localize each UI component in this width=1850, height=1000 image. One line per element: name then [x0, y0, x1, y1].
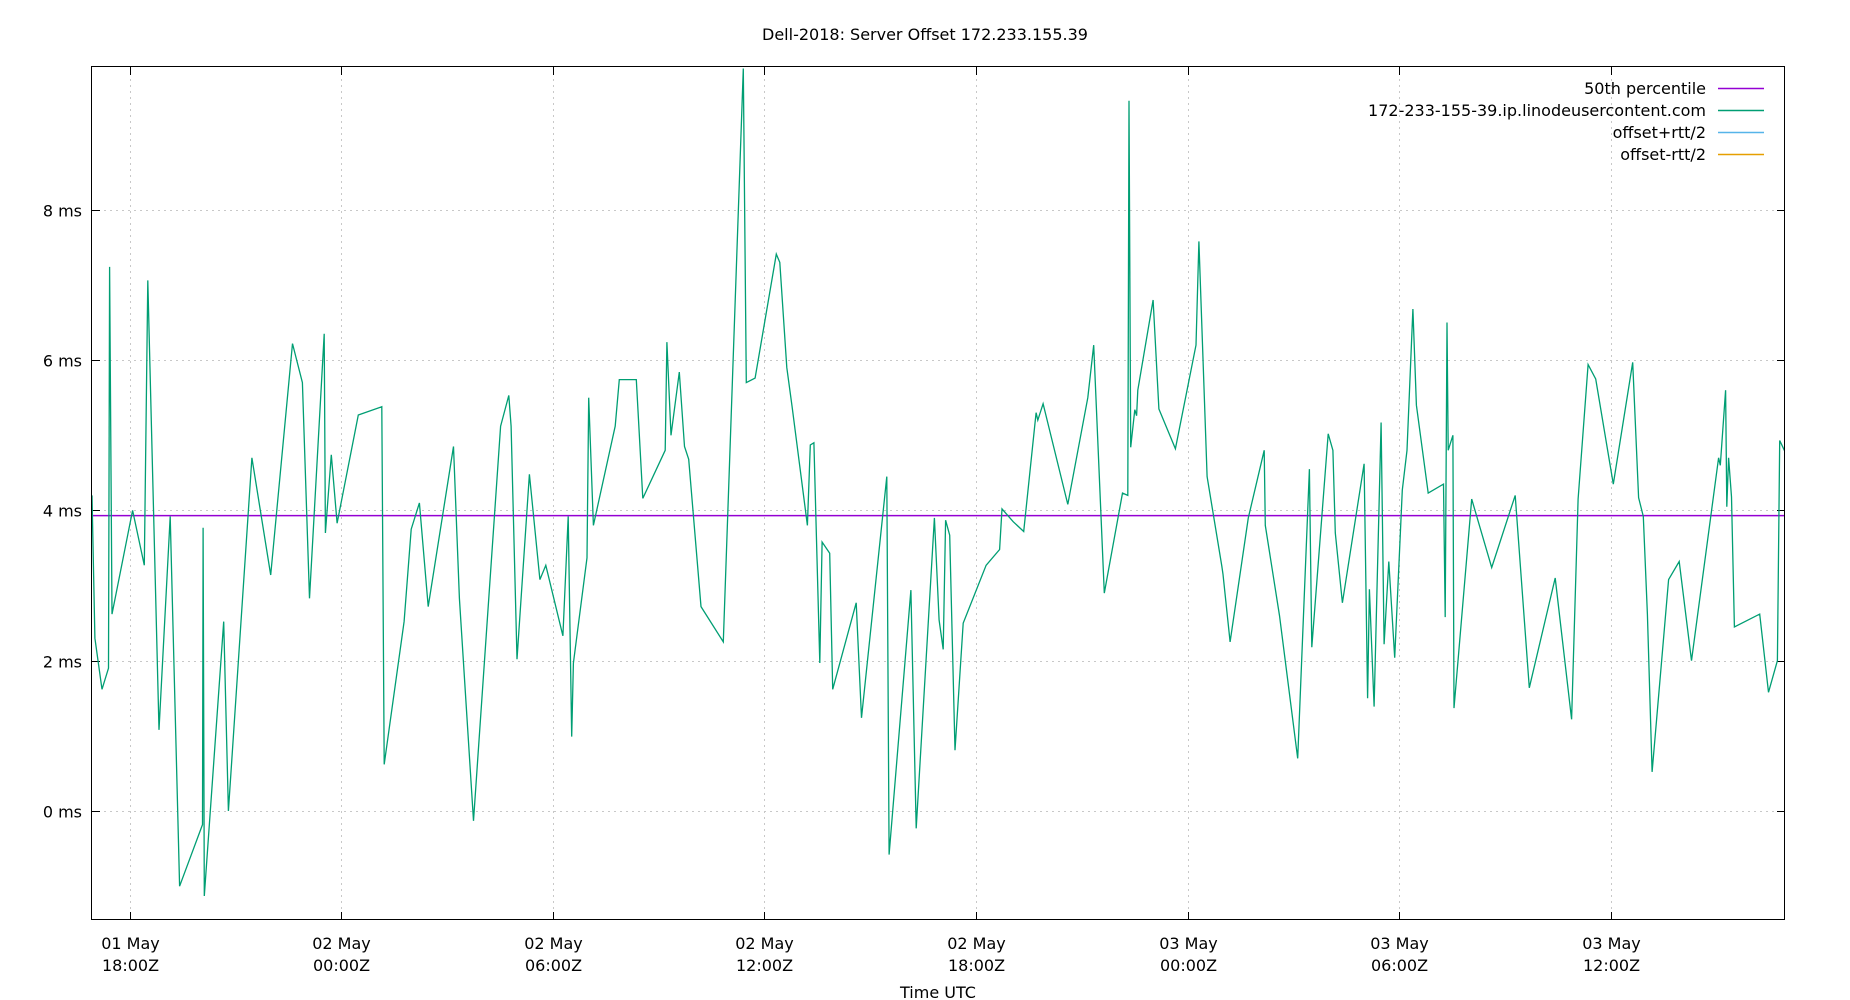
x-tick-label-time: 18:00Z — [102, 956, 159, 975]
x-tick-label-date: 02 May — [312, 934, 371, 953]
grid — [92, 67, 1785, 920]
x-tick-label-date: 01 May — [101, 934, 160, 953]
y-tick-label: 6 ms — [43, 352, 82, 371]
legend-label: 50th percentile — [1584, 79, 1706, 98]
x-tick-label-time: 06:00Z — [1371, 956, 1428, 975]
x-axis: 01 May 18:00Z 02 May 00:00Z 02 May 06:00Z 02 M… — [101, 67, 1641, 975]
x-tick-label-time: 06:00Z — [525, 956, 582, 975]
x-tick-label-time: 12:00Z — [736, 956, 793, 975]
y-tick-label: 0 ms — [43, 803, 82, 822]
x-axis-label: Time UTC — [899, 983, 976, 1000]
x-tick-label-time: 18:00Z — [948, 956, 1005, 975]
y-tick-label: 8 ms — [43, 202, 82, 221]
x-tick-label-time: 00:00Z — [1160, 956, 1217, 975]
y-tick-label: 2 ms — [43, 653, 82, 672]
x-tick-label-date: 02 May — [735, 934, 794, 953]
chart-title: Dell-2018: Server Offset 172.233.155.39 — [762, 25, 1088, 44]
legend-entry-offset-plus-rtt: offset+rtt/2 — [1613, 123, 1764, 142]
x-tick-label-time: 12:00Z — [1583, 956, 1640, 975]
y-axis: 0 ms 2 ms 4 ms 6 ms 8 ms — [43, 202, 1785, 822]
y-tick-label: 4 ms — [43, 502, 82, 521]
x-tick-label-date: 02 May — [947, 934, 1006, 953]
legend: 50th percentile 172-233-155-39.ip.linodeu… — [1368, 79, 1764, 164]
legend-label: 172-233-155-39.ip.linodeusercontent.com — [1368, 101, 1706, 120]
x-tick-label-date: 03 May — [1159, 934, 1218, 953]
plot-frame — [91, 66, 1785, 920]
legend-entry-offset-minus-rtt: offset-rtt/2 — [1620, 145, 1764, 164]
x-tick-label-date: 03 May — [1582, 934, 1641, 953]
series-layer — [92, 68, 1785, 897]
x-tick-label-date: 02 May — [524, 934, 583, 953]
x-tick-label-date: 03 May — [1370, 934, 1429, 953]
legend-entry-server-offset: 172-233-155-39.ip.linodeusercontent.com — [1368, 101, 1764, 120]
legend-entry-50th-percentile: 50th percentile — [1584, 79, 1764, 98]
legend-label: offset-rtt/2 — [1620, 145, 1706, 164]
x-tick-label-time: 00:00Z — [313, 956, 370, 975]
legend-label: offset+rtt/2 — [1613, 123, 1706, 142]
series-line-offset — [92, 68, 1785, 897]
